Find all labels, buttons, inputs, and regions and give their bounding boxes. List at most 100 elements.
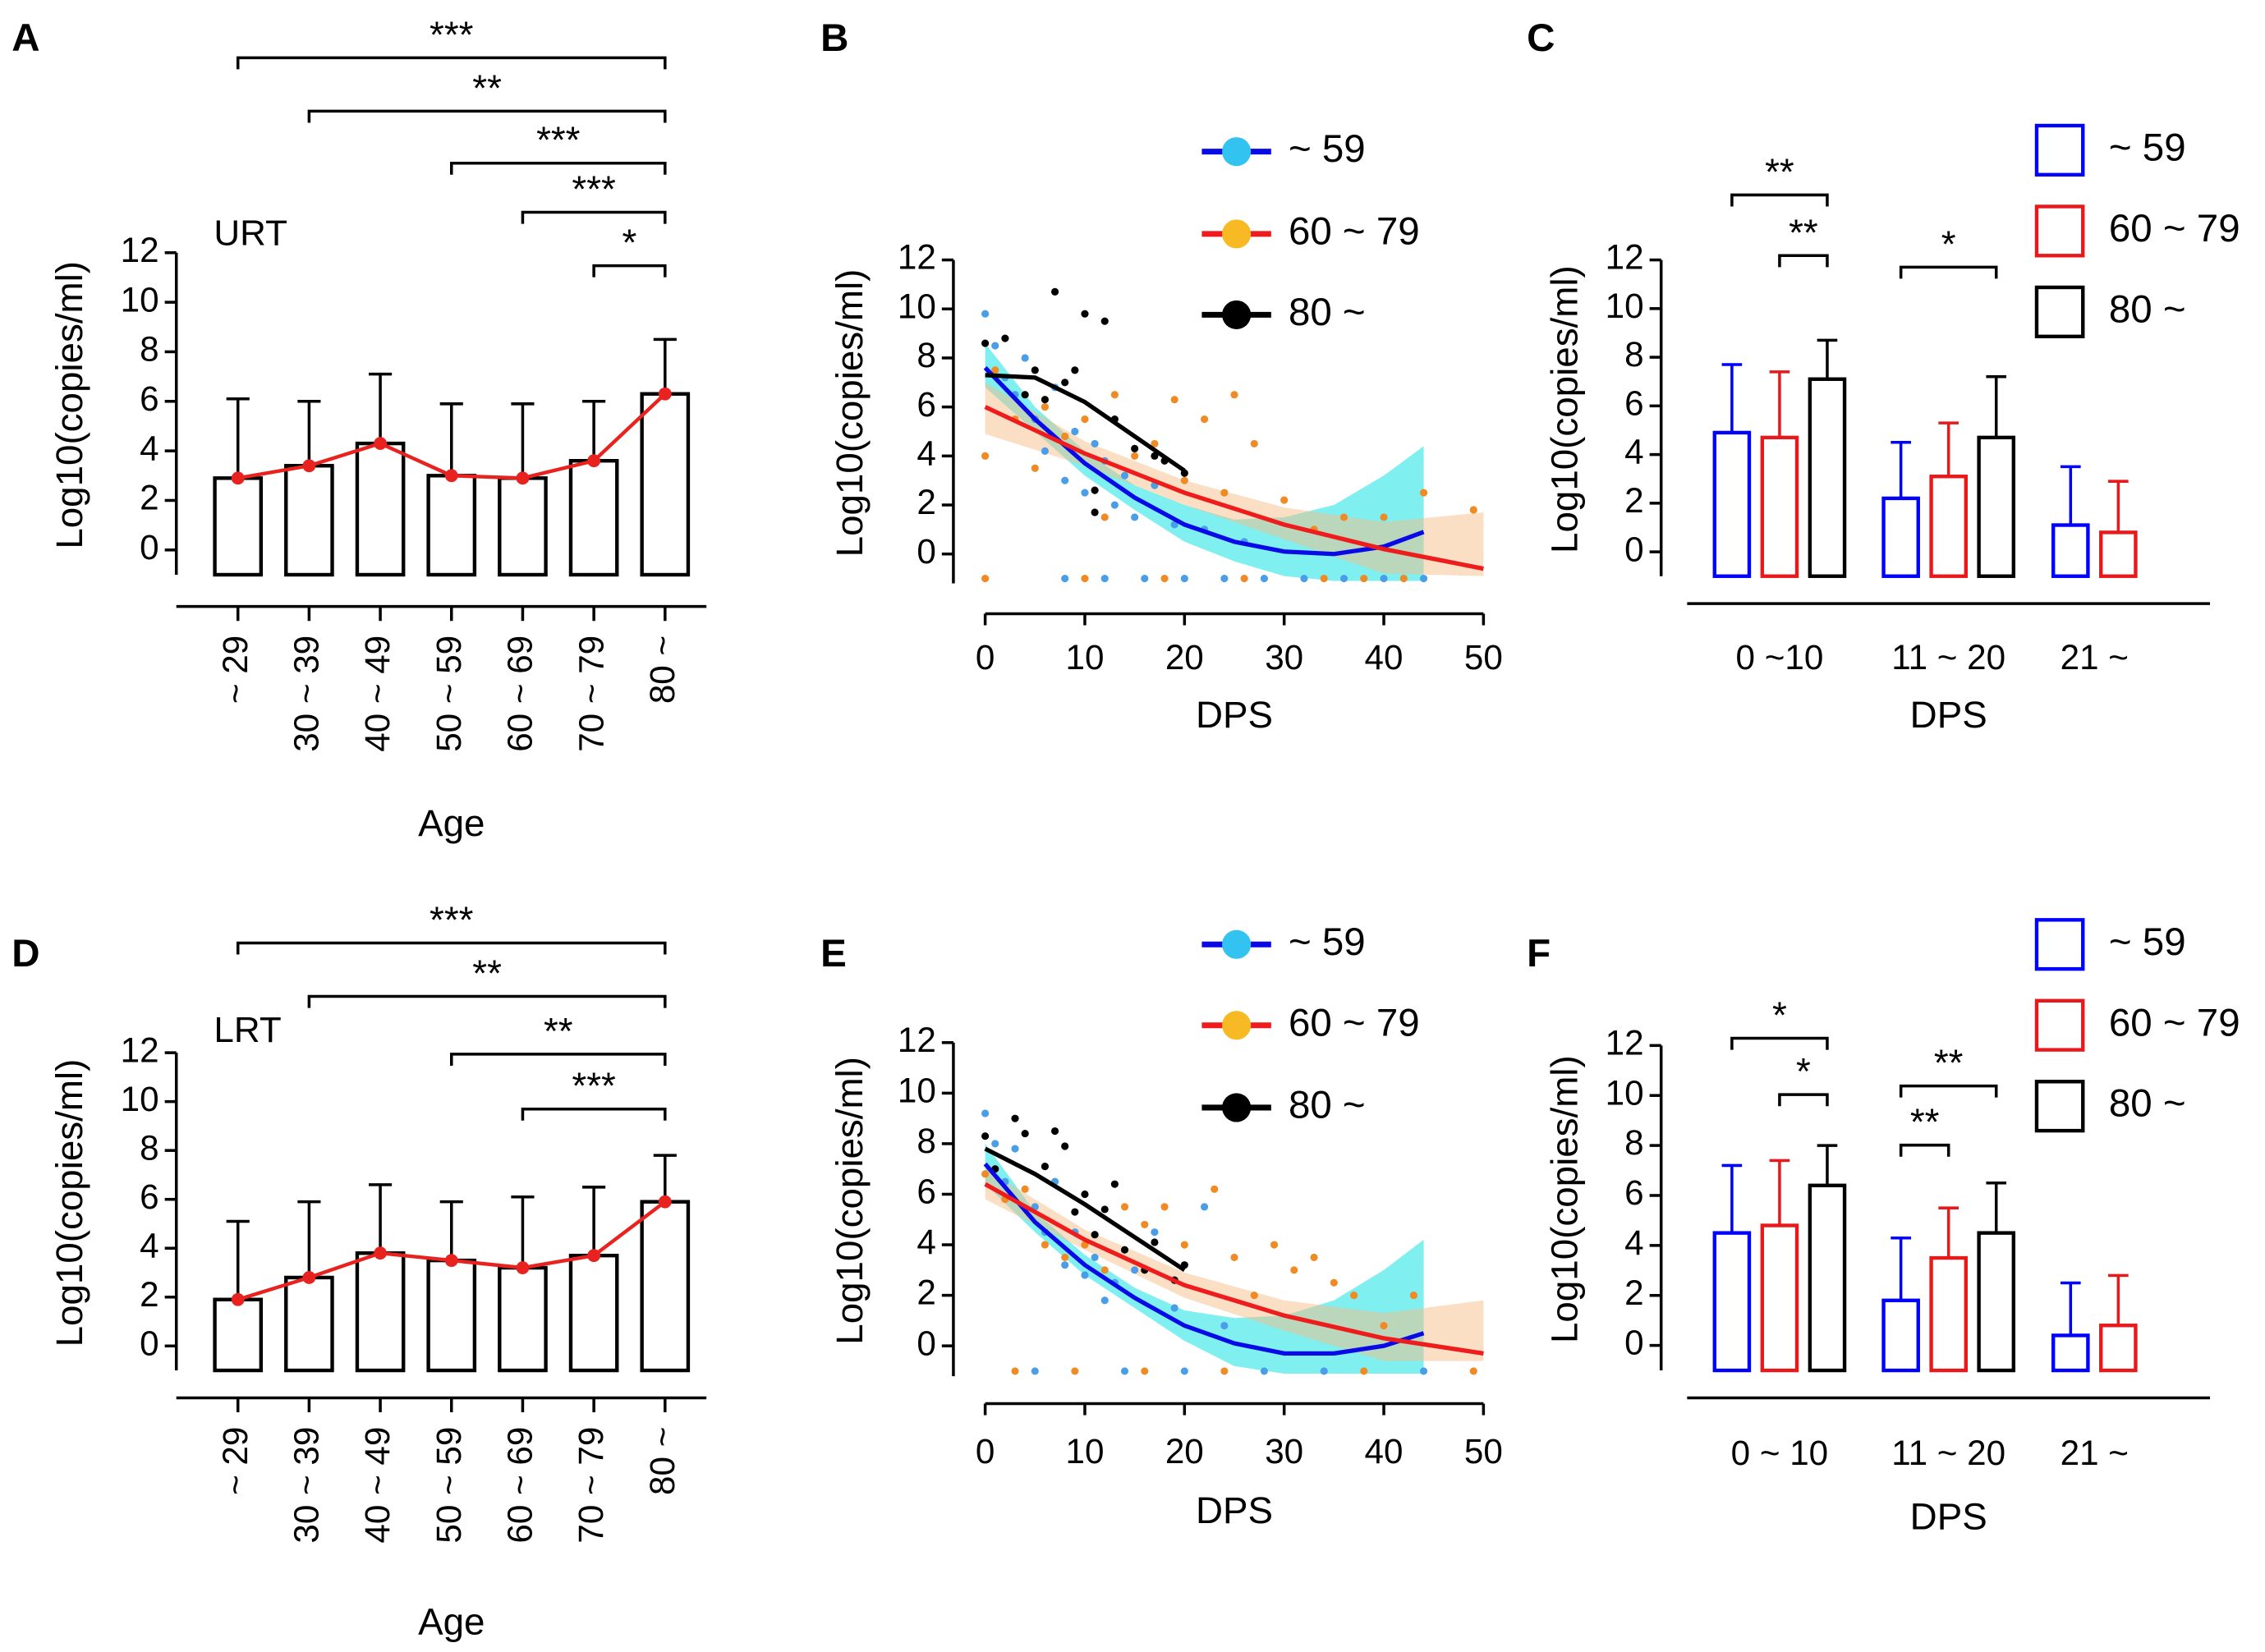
fit-line (985, 373, 1186, 473)
mean-dot (302, 1271, 316, 1284)
data-point (1021, 1130, 1029, 1138)
data-point (991, 366, 999, 374)
y-tick-label: 0 (917, 532, 935, 571)
fit-line (984, 1146, 1186, 1273)
data-point (1360, 574, 1368, 583)
x-tick-label: 11 ~ 20 (1891, 1434, 2005, 1472)
data-point (1180, 476, 1188, 484)
y-tick-label: 12 (121, 1030, 159, 1069)
x-tick-label: 0 ~10 (1736, 638, 1824, 677)
y-tick-label: 8 (140, 1128, 159, 1167)
significance-bracket (307, 109, 667, 123)
bar (498, 476, 548, 577)
data-point (1290, 1266, 1298, 1274)
data-point (991, 342, 999, 350)
data-point (1120, 471, 1129, 480)
data-point (1061, 379, 1069, 387)
x-tick-label: 70 ~ 79 (572, 636, 610, 752)
data-point (1081, 310, 1089, 318)
y-axis-label: Log10(copies/ml) (1543, 1055, 1585, 1343)
significance-label: *** (430, 899, 474, 941)
significance-label: ** (1765, 151, 1794, 193)
data-point (1061, 574, 1069, 583)
data-point (1170, 521, 1178, 529)
mean-dot (516, 1261, 530, 1274)
x-tick-label: ~ 29 (216, 636, 255, 704)
x-tick-label: 40 ~ 49 (358, 1427, 397, 1544)
x-tick-label: 40 (1365, 1432, 1404, 1471)
bar (640, 1200, 691, 1373)
y-tick-label: 4 (1624, 1223, 1643, 1262)
y-tick-label: 12 (1606, 238, 1644, 277)
data-point (1021, 354, 1029, 362)
y-axis-label: Log10(copies/ml) (48, 261, 90, 549)
data-point (1380, 1321, 1388, 1330)
x-tick-label: 21 ~ (2061, 638, 2129, 677)
legend-dot (1222, 219, 1252, 249)
y-tick-label: 4 (917, 1223, 935, 1261)
data-point (1469, 506, 1477, 514)
data-point (1151, 1228, 1159, 1237)
data-point (1170, 396, 1178, 404)
bar (213, 476, 264, 577)
legend-dot (1222, 1093, 1252, 1122)
annotation: URT (214, 213, 287, 253)
data-point (1220, 1321, 1229, 1330)
data-point (1230, 391, 1238, 399)
x-tick-label: 21 ~ (2061, 1434, 2129, 1472)
data-point (1041, 447, 1049, 455)
data-point (1160, 574, 1169, 583)
y-tick-label: 6 (1624, 1173, 1643, 1212)
bar (2051, 523, 2090, 578)
y-tick-label: 10 (898, 287, 936, 325)
data-point (1091, 439, 1099, 447)
data-point (1339, 513, 1348, 521)
mean-dot (302, 459, 316, 473)
data-point (1071, 366, 1079, 374)
x-tick-label: 10 (1065, 638, 1104, 677)
data-point (1419, 489, 1428, 497)
data-point (1280, 496, 1289, 504)
x-tick-label: 30 (1265, 638, 1303, 677)
bar (2051, 1333, 2090, 1373)
mean-dot (374, 437, 387, 450)
bar (355, 441, 406, 577)
significance-label: *** (536, 119, 581, 161)
x-tick-label: 11 ~ 20 (1891, 638, 2005, 677)
data-point (1110, 1180, 1119, 1188)
data-point (1141, 1220, 1149, 1228)
y-tick-label: 2 (140, 479, 159, 517)
legend-dot (1222, 1011, 1252, 1040)
panel-letter: D (11, 932, 39, 975)
bar (1977, 1231, 2016, 1373)
data-point (1380, 574, 1388, 583)
mean-dot (444, 469, 458, 483)
y-tick-label: 2 (140, 1275, 159, 1314)
data-point (1419, 574, 1428, 583)
y-tick-label: 2 (917, 1273, 935, 1312)
significance-label: ** (1934, 1042, 1964, 1084)
legend-label: 80 ~ (2109, 287, 2186, 331)
data-point (1250, 439, 1258, 447)
significance-label: * (1772, 994, 1787, 1036)
x-axis-label: DPS (1196, 1489, 1273, 1531)
data-point (1110, 391, 1119, 399)
legend-label: 80 ~ (1289, 1084, 1366, 1127)
x-tick-label: 10 (1065, 1432, 1104, 1471)
data-point (1339, 574, 1348, 583)
data-point (1131, 1266, 1139, 1274)
significance-label: ** (472, 67, 502, 109)
x-tick-label: 20 (1165, 638, 1204, 677)
data-point (1081, 415, 1089, 424)
significance-label: ** (472, 952, 502, 994)
y-tick-label: 8 (140, 330, 159, 369)
data-point (1041, 1241, 1049, 1249)
data-point (1141, 574, 1149, 583)
data-point (1330, 1278, 1338, 1287)
significance-bracket (1899, 1084, 1998, 1098)
x-tick-label: 60 ~ 69 (501, 1427, 540, 1544)
data-point (981, 1132, 990, 1140)
bar (1881, 1298, 1920, 1373)
bar (2099, 530, 2138, 578)
data-point (1310, 1253, 1318, 1261)
